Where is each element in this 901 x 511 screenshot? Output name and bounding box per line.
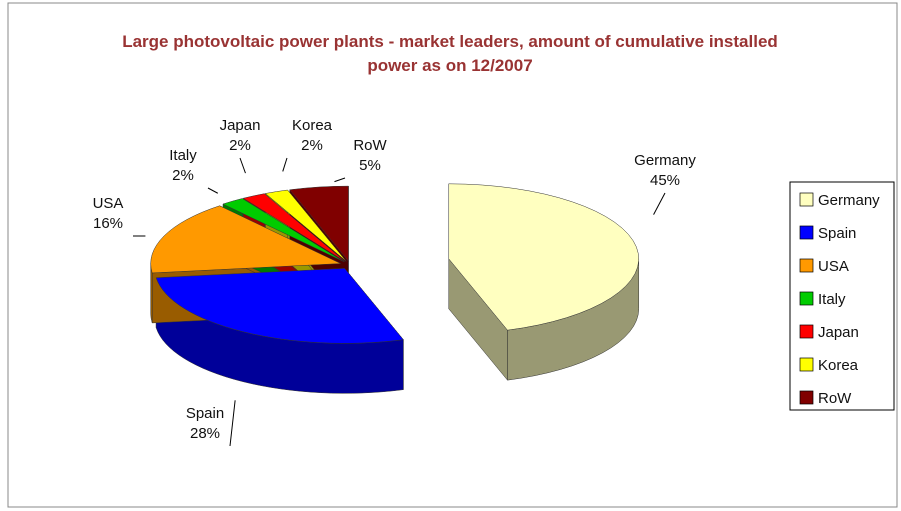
legend-swatch — [799, 324, 814, 339]
data-label-name: RoW — [353, 137, 387, 154]
legend-swatch — [799, 390, 814, 405]
data-label-name: Italy — [169, 147, 197, 164]
legend-swatch — [799, 357, 814, 372]
data-label-name: USA — [93, 195, 124, 212]
leader-line — [282, 157, 288, 172]
legend-swatch — [799, 258, 814, 273]
slice — [150, 205, 341, 274]
legend-label: Japan — [818, 324, 859, 341]
slice — [242, 193, 346, 262]
chart-title: Large photovoltaic power plants - market… — [122, 32, 778, 75]
data-label-name: Japan — [220, 117, 261, 134]
legend-label: USA — [818, 258, 849, 275]
legend-swatch — [799, 291, 814, 306]
leader-line — [207, 187, 219, 194]
data-label: 28% — [190, 425, 220, 442]
slice — [222, 198, 345, 263]
legend-label: Germany — [818, 192, 880, 209]
slice — [289, 185, 349, 262]
leader-line — [229, 400, 236, 447]
legend-label: RoW — [818, 390, 852, 407]
data-label: 2% — [229, 137, 251, 154]
slice — [264, 189, 347, 262]
legend-label: Spain — [818, 225, 856, 242]
slice — [448, 183, 640, 331]
slice — [155, 268, 404, 344]
data-label: 2% — [301, 137, 323, 154]
leader-line — [334, 177, 346, 183]
frame — [7, 2, 898, 508]
legend-swatch — [799, 225, 814, 240]
legend-swatch — [799, 192, 814, 207]
leader-line — [653, 192, 666, 215]
data-label-name: Spain — [186, 405, 224, 422]
leader-line — [239, 157, 246, 174]
data-label-name: Germany — [634, 152, 696, 169]
legend-label: Italy — [818, 291, 846, 308]
data-label: 45% — [650, 172, 680, 189]
data-label: 2% — [172, 167, 194, 184]
legend-label: Korea — [818, 357, 859, 374]
data-label: 5% — [359, 157, 381, 174]
data-label-name: Korea — [292, 117, 333, 134]
data-label: 16% — [93, 215, 123, 232]
